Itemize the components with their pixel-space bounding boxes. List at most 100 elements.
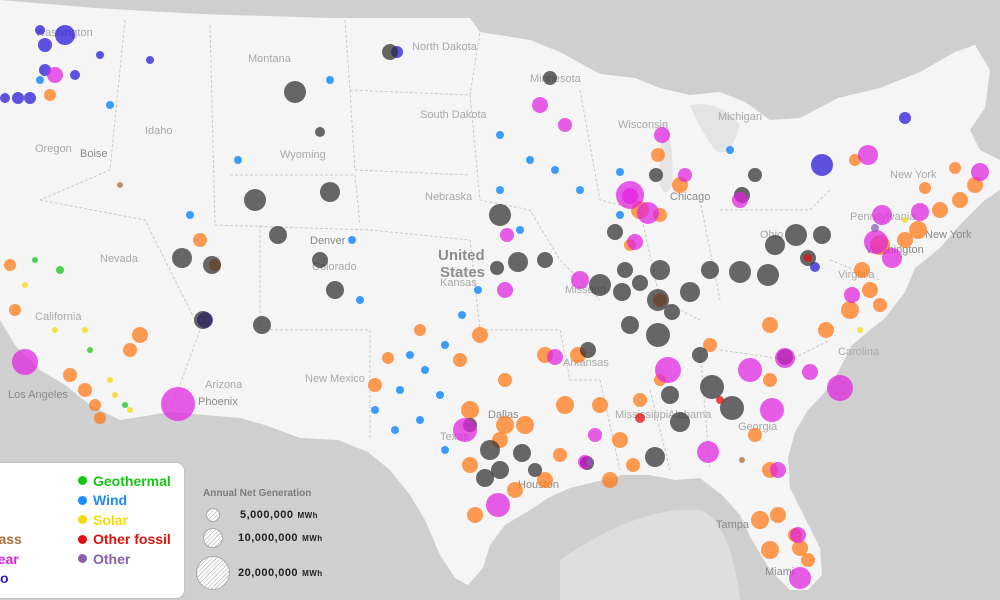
- plant-marker-coal[interactable]: [670, 412, 690, 432]
- plant-marker-gas[interactable]: [556, 396, 574, 414]
- plant-marker-solar[interactable]: [857, 327, 863, 333]
- plant-marker-nuclear[interactable]: [738, 358, 762, 382]
- plant-marker-gas[interactable]: [516, 416, 534, 434]
- plant-marker-nuclear[interactable]: [571, 271, 589, 289]
- plant-marker-gas[interactable]: [897, 232, 913, 248]
- plant-marker-hydro[interactable]: [146, 56, 154, 64]
- plant-marker-gas[interactable]: [537, 472, 553, 488]
- plant-marker-wind[interactable]: [616, 211, 624, 219]
- plant-marker-coal[interactable]: [508, 252, 528, 272]
- plant-marker-gas[interactable]: [651, 148, 665, 162]
- plant-marker-hydro[interactable]: [38, 38, 52, 52]
- plant-marker-gas[interactable]: [952, 192, 968, 208]
- plant-marker-coal[interactable]: [701, 261, 719, 279]
- plant-marker-nuclear[interactable]: [588, 428, 602, 442]
- plant-marker-geothermal[interactable]: [56, 266, 64, 274]
- plant-marker-wind[interactable]: [576, 186, 584, 194]
- plant-marker-geothermal[interactable]: [122, 402, 128, 408]
- plant-marker-wind[interactable]: [496, 131, 504, 139]
- plant-marker-gas[interactable]: [873, 298, 887, 312]
- plant-marker-nuclear[interactable]: [911, 203, 929, 221]
- plant-marker-gas[interactable]: [626, 458, 640, 472]
- plant-marker-nuclear[interactable]: [12, 349, 38, 375]
- plant-marker-gas[interactable]: [414, 324, 426, 336]
- plant-marker-otherfossil[interactable]: [716, 396, 724, 404]
- legend-item-solar[interactable]: Solar: [78, 510, 171, 530]
- plant-marker-coal[interactable]: [489, 204, 511, 226]
- plant-marker-coal[interactable]: [490, 261, 504, 275]
- plant-marker-gas[interactable]: [498, 373, 512, 387]
- plant-marker-solar[interactable]: [107, 377, 113, 383]
- plant-marker-wind[interactable]: [616, 168, 624, 176]
- plant-marker-coal[interactable]: [650, 260, 670, 280]
- plant-marker-gas[interactable]: [919, 182, 931, 194]
- legend-item-biomass[interactable]: mass: [0, 530, 22, 550]
- plant-marker-other[interactable]: [586, 458, 594, 466]
- plant-marker-wind[interactable]: [441, 446, 449, 454]
- plant-marker-coal[interactable]: [720, 396, 744, 420]
- plant-marker-nuclear[interactable]: [47, 67, 63, 83]
- plant-marker-gas[interactable]: [909, 221, 927, 239]
- plant-marker-gas[interactable]: [949, 162, 961, 174]
- plant-marker-coal[interactable]: [537, 252, 553, 268]
- plant-marker-wind[interactable]: [436, 391, 444, 399]
- plant-marker-coal[interactable]: [320, 182, 340, 202]
- legend-item-other[interactable]: Other: [78, 549, 171, 569]
- plant-marker-gas[interactable]: [467, 507, 483, 523]
- plant-marker-nuclear[interactable]: [532, 97, 548, 113]
- plant-marker-coal[interactable]: [785, 224, 807, 246]
- plant-marker-gas[interactable]: [63, 368, 77, 382]
- plant-marker-otherfossil[interactable]: [635, 413, 645, 423]
- plant-marker-wind[interactable]: [406, 351, 414, 359]
- plant-marker-nuclear[interactable]: [864, 230, 888, 254]
- plant-marker-nuclear[interactable]: [858, 145, 878, 165]
- plant-marker-wind[interactable]: [106, 101, 114, 109]
- plant-marker-coal[interactable]: [312, 252, 328, 268]
- plant-marker-gas[interactable]: [123, 343, 137, 357]
- plant-marker-gas[interactable]: [507, 482, 523, 498]
- plant-marker-gas[interactable]: [602, 472, 618, 488]
- plant-marker-geothermal[interactable]: [32, 257, 38, 263]
- plant-marker-nuclear[interactable]: [971, 163, 989, 181]
- legend-item-gas[interactable]: s: [0, 491, 22, 511]
- plant-marker-gas[interactable]: [89, 399, 101, 411]
- plant-marker-nuclear[interactable]: [802, 364, 818, 380]
- plant-marker-gas[interactable]: [9, 304, 21, 316]
- plant-marker-gas[interactable]: [932, 202, 948, 218]
- plant-marker-coal[interactable]: [700, 375, 724, 399]
- plant-marker-gas[interactable]: [748, 428, 762, 442]
- plant-marker-coal[interactable]: [647, 289, 669, 311]
- plant-marker-coal[interactable]: [480, 440, 500, 460]
- plant-marker-hydro[interactable]: [35, 25, 45, 35]
- plant-marker-coal[interactable]: [528, 463, 542, 477]
- plant-marker-geothermal[interactable]: [87, 347, 93, 353]
- plant-marker-coal[interactable]: [621, 316, 639, 334]
- plant-marker-coal[interactable]: [748, 168, 762, 182]
- plant-marker-wind[interactable]: [356, 296, 364, 304]
- plant-marker-gas[interactable]: [472, 327, 488, 343]
- plant-marker-gas[interactable]: [4, 259, 16, 271]
- plant-marker-nuclear[interactable]: [497, 282, 513, 298]
- plant-marker-nuclear[interactable]: [760, 398, 784, 422]
- legend-item-geothermal[interactable]: Geothermal: [78, 471, 171, 491]
- plant-marker-wind[interactable]: [396, 386, 404, 394]
- plant-marker-gas[interactable]: [751, 511, 769, 529]
- plant-marker-wind[interactable]: [516, 226, 524, 234]
- plant-marker-gas[interactable]: [78, 383, 92, 397]
- plant-marker-coal[interactable]: [315, 127, 325, 137]
- plant-marker-gas[interactable]: [761, 541, 779, 559]
- legend-item-coal[interactable]: al: [0, 471, 22, 491]
- plant-marker-hydro[interactable]: [55, 25, 75, 45]
- plant-marker-solar[interactable]: [112, 392, 118, 398]
- plant-marker-gas[interactable]: [841, 301, 859, 319]
- plant-marker-coal[interactable]: [543, 71, 557, 85]
- plant-marker-nuclear[interactable]: [775, 348, 795, 368]
- plant-marker-nuclear[interactable]: [500, 228, 514, 242]
- plant-marker-gas[interactable]: [770, 507, 786, 523]
- plant-marker-coal[interactable]: [613, 283, 631, 301]
- plant-marker-coal[interactable]: [491, 461, 509, 479]
- plant-marker-coal[interactable]: [661, 386, 679, 404]
- plant-marker-hydro[interactable]: [899, 112, 911, 124]
- plant-marker-nuclear[interactable]: [161, 387, 195, 421]
- plant-marker-gas[interactable]: [967, 177, 983, 193]
